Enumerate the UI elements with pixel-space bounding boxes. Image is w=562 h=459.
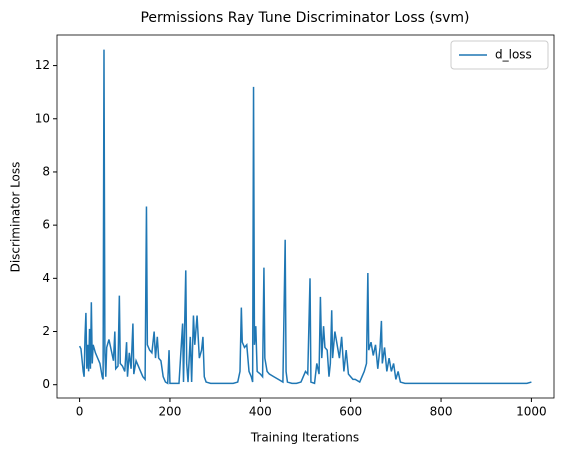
x-tick-label: 800 [430,405,453,419]
x-tick-label: 400 [249,405,272,419]
y-tick-label: 10 [35,111,50,125]
y-tick-label: 0 [42,377,50,391]
legend-box [450,40,549,70]
legend-label: d_loss [495,48,532,62]
axes-frame [56,34,555,399]
x-tick-label: 1000 [516,405,547,419]
y-tick-label: 8 [42,164,50,178]
y-axis-label: Discriminator Loss [9,162,23,273]
data-line [78,49,532,385]
chart-title: Permissions Ray Tune Discriminator Loss … [140,10,469,26]
y-tick-label: 2 [42,324,50,338]
x-axis-label: Training Iterations [250,431,359,445]
x-tick-label: 0 [76,405,84,419]
y-tick-label: 6 [42,218,50,232]
x-tick-label: 600 [339,405,362,419]
y-tick-label: 4 [42,271,50,285]
y-tick-label: 12 [35,58,50,72]
x-tick-label: 200 [159,405,182,419]
